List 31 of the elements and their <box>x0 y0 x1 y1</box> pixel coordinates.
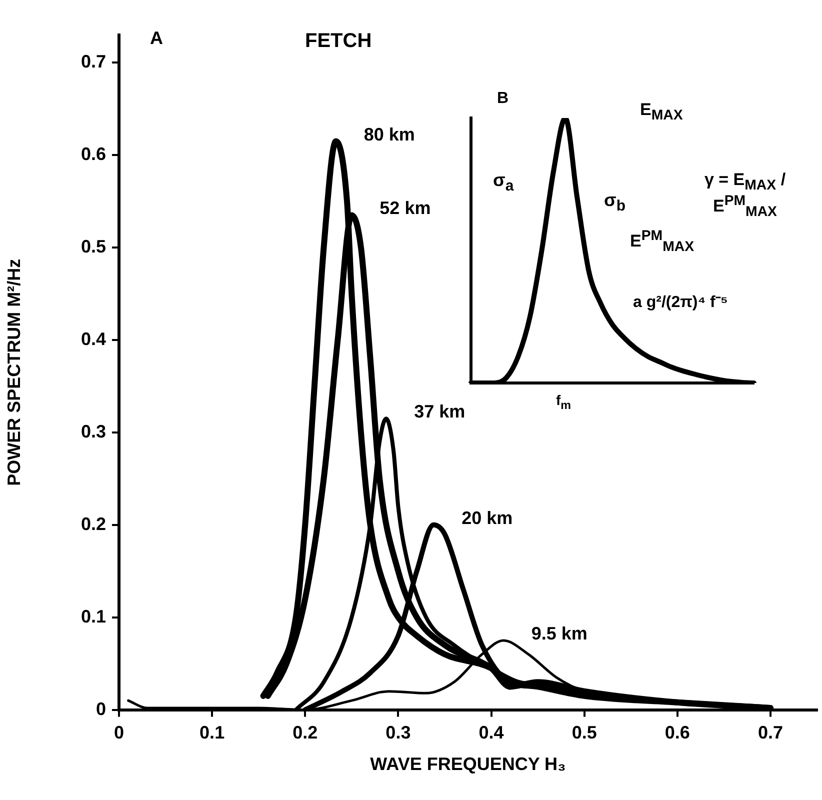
y-tick-label: 0.1 <box>80 606 106 626</box>
y-tick-label: 0.7 <box>80 52 106 72</box>
x-tick-label: 0.2 <box>292 722 318 743</box>
series-label: 37 km <box>414 402 466 422</box>
annotation: f$_{m}$ <box>556 392 572 412</box>
y-tick-label: 0.2 <box>80 514 106 534</box>
x-tick-label: 0.7 <box>758 722 783 743</box>
y-axis-title: POWER SPECTRUM M²/Hz <box>4 258 24 486</box>
x-tick-label: 0.5 <box>572 722 597 743</box>
x-tick-label: 0.6 <box>664 722 690 743</box>
x-axis-title: WAVE FREQUENCY H₃ <box>370 754 566 774</box>
series-label: 52 km <box>380 198 431 218</box>
x-tick-label: 0.3 <box>386 722 411 743</box>
annotation: σ$_{a}$ <box>493 170 514 195</box>
y-tick-label: 0.5 <box>80 236 106 257</box>
annotation: σ$_{b}$ <box>604 190 626 215</box>
y-tick-label: 0 <box>96 698 106 719</box>
y-tick-label: 0.6 <box>80 144 106 164</box>
annotation: E$_{MAX}$ <box>640 100 683 124</box>
x-tick-label: 0.4 <box>478 722 504 743</box>
series-label: 80 km <box>364 124 415 144</box>
x-tick-label: 0.1 <box>200 722 225 743</box>
annotation: a g²/(2π)⁴ f⁻⁵ <box>633 293 728 312</box>
annotation: A <box>150 28 163 49</box>
chart-title: FETCH <box>305 30 372 53</box>
series-label: 20 km <box>462 508 513 528</box>
annotation: B <box>497 90 509 108</box>
y-tick-label: 0.4 <box>80 329 106 350</box>
x-tick-label: 0 <box>114 722 124 743</box>
series-label: 9.5 km <box>531 623 588 644</box>
y-tick-label: 0.3 <box>80 421 106 442</box>
